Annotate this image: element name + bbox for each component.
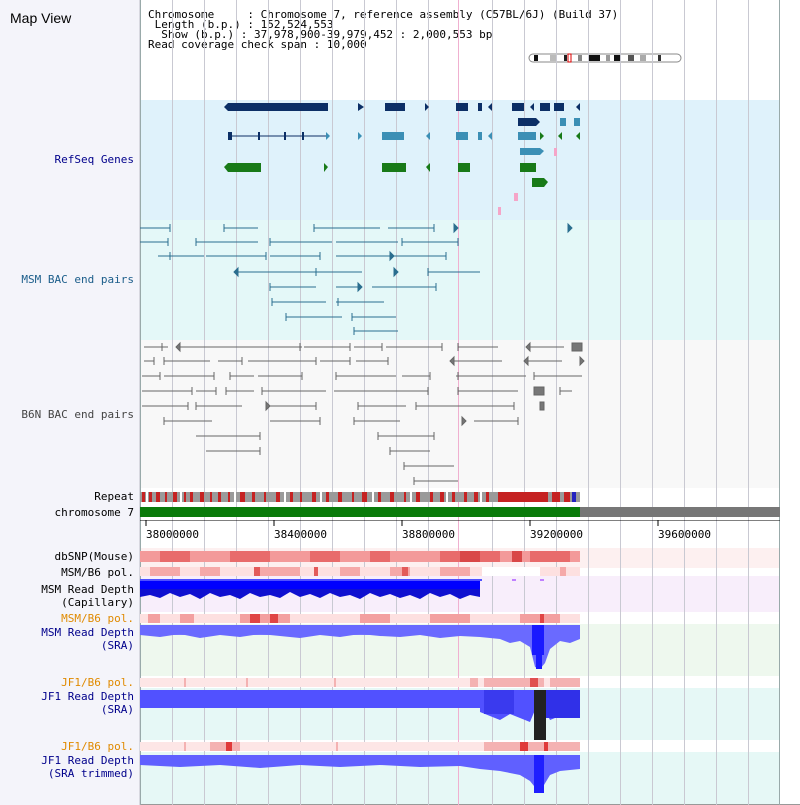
length-value: 152,524,553 [260, 18, 334, 31]
msm-read-depth-sra[interactable] [140, 625, 780, 671]
length-label: Length (b.p.) [154, 18, 241, 31]
jf1-read-depth-sra[interactable] [140, 690, 780, 740]
track-label-jf1-depth-sra-2: (SRA) [100, 703, 134, 716]
grid-lines [140, 0, 780, 805]
chromosome-bar[interactable] [140, 507, 780, 517]
dbsnp-heat-strip[interactable] [140, 551, 780, 562]
track-label-refseq[interactable]: RefSeq Genes [54, 153, 134, 166]
track-label-jf1-b6-pol-2[interactable]: JF1/B6 pol. [61, 740, 134, 753]
track-label-msm-bac[interactable]: MSM BAC end pairs [21, 273, 134, 286]
repeat-track[interactable] [140, 492, 780, 502]
axis-tick-label: 39200000 [530, 528, 583, 541]
track-label-b6n-bac[interactable]: B6N BAC end pairs [21, 408, 134, 421]
show-value: 37,978,900-39,979,452 : 2,000,553 bp [253, 28, 493, 41]
track-label-jf1-depth-trim-1[interactable]: JF1 Read Depth [41, 754, 134, 767]
gene-row-4 [224, 163, 536, 172]
chromosome-ideogram[interactable] [528, 52, 684, 64]
axis-tick-label: 38400000 [274, 528, 327, 541]
track-label-column [0, 0, 140, 805]
coverage-label: Read coverage check span [148, 38, 307, 51]
track-label-repeat[interactable]: Repeat [94, 490, 134, 503]
track-label-msm-depth-sra-2: (SRA) [100, 639, 134, 652]
axis-tick-label: 38800000 [402, 528, 455, 541]
chromosome-value: Chromosome 7, reference assembly (C57BL/… [260, 8, 619, 21]
refseq-gene-track[interactable] [140, 100, 780, 220]
track-label-jf1-depth-sra-1[interactable]: JF1 Read Depth [41, 690, 134, 703]
track-label-msm-b6-pol-1[interactable]: MSM/B6 pol. [61, 566, 134, 579]
track-label-msm-depth-cap-1[interactable]: MSM Read Depth [41, 583, 134, 596]
msm-b6-pol-strip-1[interactable] [140, 567, 780, 576]
track-label-dbsnp[interactable]: dbSNP(Mouse) [54, 550, 134, 563]
show-label: Show (b.p.) [161, 28, 235, 41]
track-label-msm-depth-sra-1[interactable]: MSM Read Depth [41, 626, 134, 639]
track-label-jf1-b6-pol-1[interactable]: JF1/B6 pol. [61, 676, 134, 689]
track-label-chromosome[interactable]: chromosome 7 [54, 506, 134, 519]
refseq-track-bg [140, 100, 780, 220]
gene-row-2[interactable] [518, 118, 536, 126]
b6n-bac-track-bg [140, 340, 780, 488]
region-info: Chromosome : Chromosome 7, reference ass… [148, 8, 619, 51]
track-label-msm-depth-cap-2: (Capillary) [61, 596, 134, 609]
b6n-bac-track[interactable] [140, 340, 780, 488]
track-label-msm-b6-pol-2[interactable]: MSM/B6 pol. [61, 612, 134, 625]
track-label-jf1-depth-trim-2: (SRA trimmed) [47, 767, 134, 780]
position-axis: 38000000 38400000 38800000 39200000 3960… [140, 520, 780, 544]
jf1-b6-pol-strip-1[interactable] [140, 678, 780, 687]
msm-bac-track[interactable] [140, 220, 780, 340]
msm-bac-track-bg [140, 220, 780, 340]
msm-read-depth-capillary[interactable] [140, 579, 780, 611]
gene-row-1 [224, 103, 580, 111]
msm-b6-pol-strip-2[interactable] [140, 614, 780, 623]
chromosome-label: Chromosome [148, 8, 215, 21]
axis-tick-label: 39600000 [658, 528, 711, 541]
coverage-value: 10,000 [326, 38, 367, 51]
axis-tick-label: 38000000 [146, 528, 199, 541]
jf1-b6-pol-strip-2[interactable] [140, 742, 780, 751]
page-title: Map View [10, 10, 72, 26]
jf1-read-depth-sra-trimmed[interactable] [140, 755, 780, 795]
gene-row-3 [228, 132, 580, 140]
